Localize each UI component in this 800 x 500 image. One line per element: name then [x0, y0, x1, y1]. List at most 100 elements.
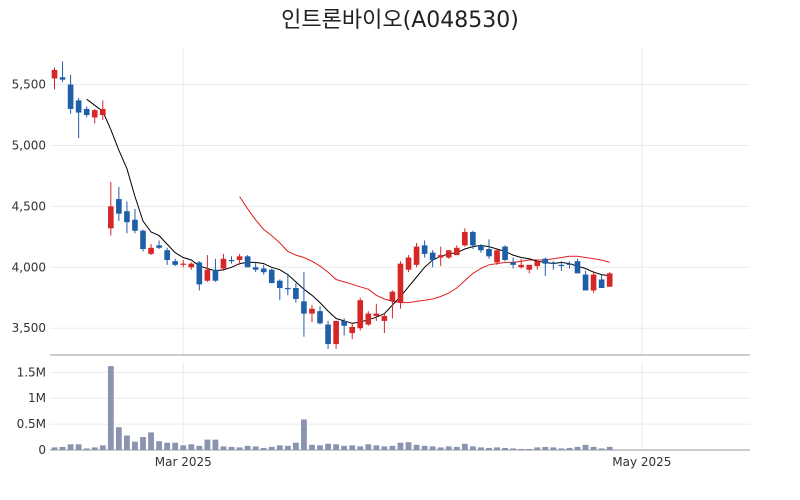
- volume-bars: [51, 366, 613, 450]
- candle-up: [437, 246, 444, 267]
- candle-down: [293, 283, 299, 303]
- candle-down: [478, 244, 484, 253]
- candle-body: [598, 279, 605, 288]
- candle-body: [518, 264, 524, 268]
- candle-body: [478, 245, 484, 251]
- candle-up: [526, 264, 533, 274]
- x-tick-labels: Mar 2025 May 2025: [155, 455, 672, 469]
- candle-up: [534, 261, 541, 270]
- volume-bar: [252, 446, 259, 450]
- volume-gridlines: [50, 371, 750, 425]
- volume-bar: [566, 447, 573, 450]
- candle-up: [188, 262, 195, 270]
- volume-bar: [188, 444, 195, 450]
- candle-down: [486, 239, 492, 259]
- volume-bar: [478, 447, 484, 450]
- candle-body: [365, 313, 372, 325]
- candle-down: [59, 61, 66, 83]
- candle-up: [462, 228, 468, 247]
- candle-body: [582, 274, 589, 291]
- volume-bar: [461, 443, 468, 450]
- candle-body: [317, 311, 323, 324]
- candle-down: [566, 261, 573, 269]
- candle-body: [325, 324, 331, 345]
- chart-title: 인트론바이오(A048530): [281, 8, 519, 33]
- volume-bar: [437, 447, 444, 450]
- candle-down: [83, 106, 90, 118]
- candle-body: [534, 261, 541, 267]
- volume-bar: [67, 444, 74, 450]
- volume-bar: [486, 447, 492, 450]
- candle-body: [285, 287, 291, 290]
- volume-bar: [542, 446, 549, 450]
- volume-bar: [156, 441, 162, 450]
- volume-bar: [582, 444, 589, 450]
- volume-bar: [534, 447, 541, 450]
- volume-bar: [389, 445, 396, 450]
- candle-down: [502, 245, 508, 262]
- volume-bar: [429, 446, 436, 450]
- volume-bar: [124, 435, 130, 450]
- candle-down: [228, 256, 235, 264]
- candle-body: [301, 301, 307, 314]
- candle-up: [405, 255, 412, 273]
- candle-up: [373, 303, 380, 321]
- candle-down: [510, 257, 516, 269]
- candle-body: [293, 287, 299, 299]
- candle-up: [99, 100, 106, 120]
- candle-up: [445, 250, 452, 259]
- volume-tick-label: 1.5M: [17, 365, 46, 379]
- candle-body: [349, 326, 356, 334]
- candle-down: [429, 250, 436, 268]
- x-tick-label: May 2025: [612, 455, 671, 469]
- candle-body: [180, 263, 187, 265]
- volume-tick-labels: 0 0.5M 1M 1.5M: [17, 365, 46, 457]
- candle-body: [510, 262, 516, 265]
- candles: [51, 61, 613, 349]
- candle-body: [341, 320, 347, 326]
- candle-down: [212, 258, 219, 282]
- candle-body: [188, 263, 195, 268]
- candle-up: [518, 258, 524, 269]
- candle-body: [389, 291, 396, 302]
- volume-bar: [550, 447, 557, 450]
- volume-bar: [260, 447, 267, 450]
- volume-bar: [317, 445, 323, 450]
- volume-bar: [494, 447, 500, 450]
- volume-bar: [204, 439, 211, 450]
- candle-up: [236, 253, 243, 265]
- volume-bar: [518, 448, 525, 450]
- candle-down: [140, 229, 146, 252]
- price-tick-label: 5,500: [12, 78, 46, 92]
- volume-bar: [83, 448, 90, 450]
- volume-bar: [132, 441, 138, 450]
- candle-down: [421, 240, 428, 258]
- candle-body: [260, 268, 267, 273]
- volume-bar: [333, 444, 340, 450]
- candle-up: [494, 249, 500, 265]
- candle-body: [445, 250, 452, 258]
- candle-up: [381, 313, 388, 334]
- candle-body: [268, 269, 275, 284]
- ma5-line: [86, 98, 610, 324]
- volume-bar: [292, 442, 299, 450]
- candle-down: [276, 279, 283, 301]
- x-gridlines: [182, 48, 643, 450]
- candle-body: [204, 269, 211, 281]
- candle-body: [309, 308, 315, 314]
- candle-up: [51, 67, 58, 90]
- volume-bar: [502, 447, 508, 450]
- volume-bar: [357, 446, 364, 450]
- x-tick-label: Mar 2025: [155, 455, 212, 469]
- volume-bar: [469, 446, 476, 450]
- candle-body: [156, 245, 162, 248]
- candle-down: [156, 240, 162, 250]
- candle-body: [164, 250, 170, 260]
- candle-body: [276, 280, 283, 288]
- candle-body: [606, 273, 613, 287]
- candle-up: [333, 320, 339, 349]
- candle-up: [220, 253, 227, 271]
- candle-body: [91, 110, 98, 118]
- candle-down: [574, 258, 581, 274]
- candle-up: [148, 244, 154, 256]
